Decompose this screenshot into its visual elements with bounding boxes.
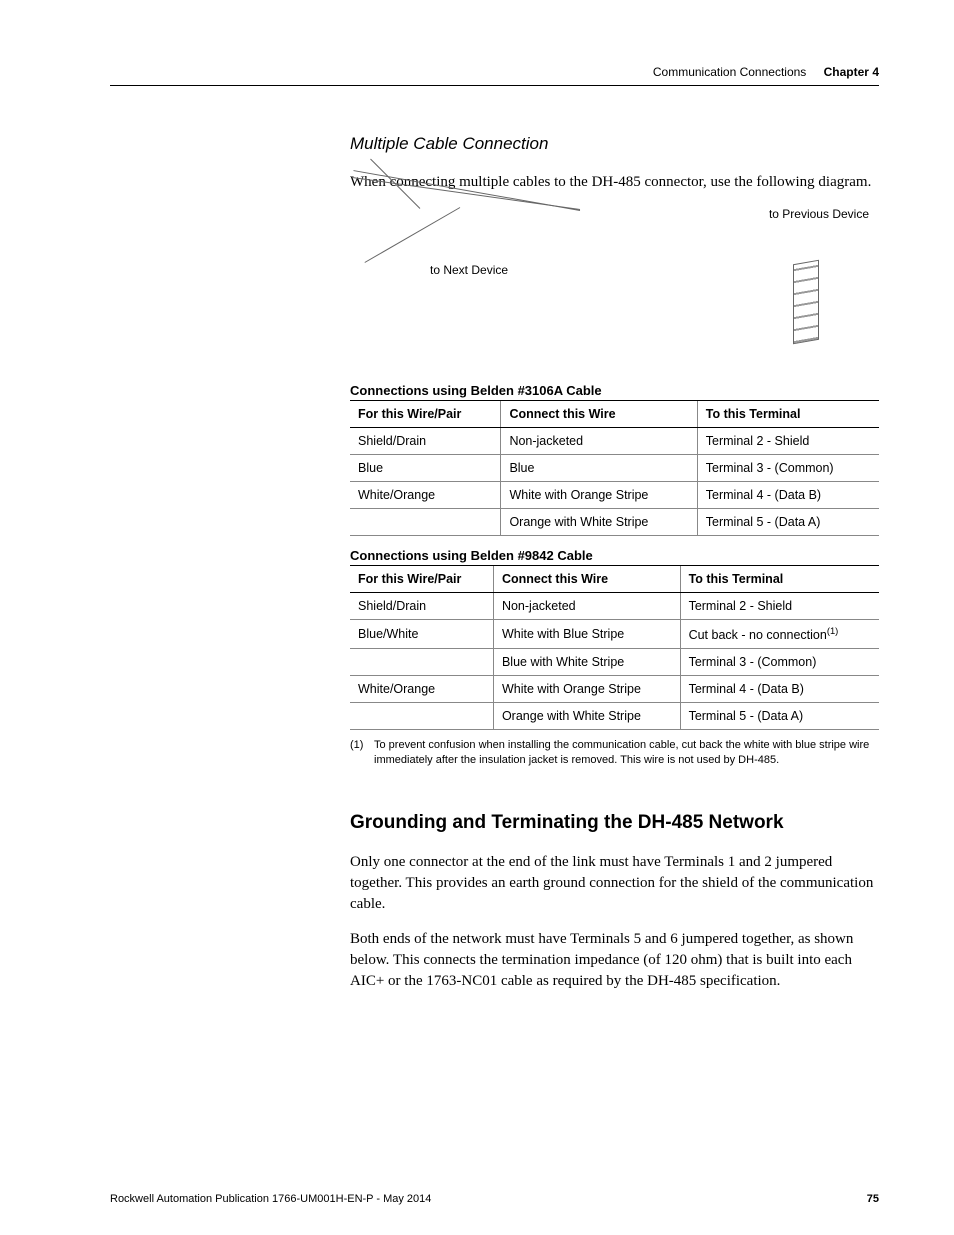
table-cell: Blue/White	[350, 620, 493, 649]
table-cell: Terminal 3 - (Common)	[697, 455, 879, 482]
table-row: Orange with White StripeTerminal 5 - (Da…	[350, 703, 879, 730]
footnote-marker: (1)	[350, 738, 374, 768]
table-cell: Shield/Drain	[350, 593, 493, 620]
table-cell: Cut back - no connection(1)	[680, 620, 879, 649]
table-cell	[350, 649, 493, 676]
table-cell: White/Orange	[350, 676, 493, 703]
subheading-multiple-cable: Multiple Cable Connection	[350, 134, 879, 154]
section-heading-grounding: Grounding and Terminating the DH-485 Net…	[350, 812, 879, 834]
table-cell: White with Orange Stripe	[501, 482, 697, 509]
section-para2: Both ends of the network must have Termi…	[350, 929, 879, 992]
table-row: Shield/DrainNon-jacketedTerminal 2 - Shi…	[350, 428, 879, 455]
table-cell: Terminal 5 - (Data A)	[697, 509, 879, 536]
section-para1: Only one connector at the end of the lin…	[350, 852, 879, 915]
page-footer: Rockwell Automation Publication 1766-UM0…	[110, 1193, 879, 1205]
table-row: BlueBlueTerminal 3 - (Common)	[350, 455, 879, 482]
table-cell: Terminal 4 - (Data B)	[680, 676, 879, 703]
table-cell: Non-jacketed	[501, 428, 697, 455]
table1-header: To this Terminal	[697, 401, 879, 428]
table-cell: Terminal 5 - (Data A)	[680, 703, 879, 730]
diagram-label-prev: to Previous Device	[769, 207, 869, 221]
header-chapter-label: Chapter 4	[824, 65, 879, 79]
table2-header: Connect this Wire	[493, 566, 680, 593]
diagram-label-next: to Next Device	[430, 263, 508, 277]
table-cell: Orange with White Stripe	[501, 509, 697, 536]
table-cell: Blue	[501, 455, 697, 482]
table-row: Shield/DrainNon-jacketedTerminal 2 - Shi…	[350, 593, 879, 620]
table-row: Blue/WhiteWhite with Blue StripeCut back…	[350, 620, 879, 649]
table-cell: Orange with White Stripe	[493, 703, 680, 730]
connector-icon	[793, 260, 819, 345]
table-cell: White with Orange Stripe	[493, 676, 680, 703]
table2-footnote: (1) To prevent confusion when installing…	[350, 738, 879, 768]
table1-header: For this Wire/Pair	[350, 401, 501, 428]
table-row: Blue with White StripeTerminal 3 - (Comm…	[350, 649, 879, 676]
table-cell: White/Orange	[350, 482, 501, 509]
cable-diagram: to Previous Device to Next Device	[350, 207, 879, 367]
table2-title: Connections using Belden #9842 Cable	[350, 548, 879, 563]
table-belden-9842: For this Wire/Pair Connect this Wire To …	[350, 565, 879, 730]
table-row: Orange with White StripeTerminal 5 - (Da…	[350, 509, 879, 536]
table-cell: Shield/Drain	[350, 428, 501, 455]
cable-line	[364, 207, 460, 263]
footnote-text: To prevent confusion when installing the…	[374, 738, 879, 768]
table-cell: Terminal 3 - (Common)	[680, 649, 879, 676]
footer-page-number: 75	[867, 1193, 879, 1205]
table-cell: Terminal 4 - (Data B)	[697, 482, 879, 509]
table-cell	[350, 509, 501, 536]
table1-title: Connections using Belden #3106A Cable	[350, 383, 879, 398]
table-belden-3106a: For this Wire/Pair Connect this Wire To …	[350, 400, 879, 536]
table-row: White/OrangeWhite with Orange StripeTerm…	[350, 482, 879, 509]
header-rule	[110, 85, 879, 86]
table-cell: Terminal 2 - Shield	[697, 428, 879, 455]
table2-header: To this Terminal	[680, 566, 879, 593]
table-cell: Terminal 2 - Shield	[680, 593, 879, 620]
footnote-ref: (1)	[827, 626, 838, 636]
table-cell: White with Blue Stripe	[493, 620, 680, 649]
footer-publication: Rockwell Automation Publication 1766-UM0…	[110, 1193, 431, 1205]
table1-header: Connect this Wire	[501, 401, 697, 428]
table-cell: Non-jacketed	[493, 593, 680, 620]
header-section-title: Communication Connections	[653, 65, 806, 79]
table-cell: Blue	[350, 455, 501, 482]
running-header: Communication Connections Chapter 4	[350, 65, 879, 79]
table2-header: For this Wire/Pair	[350, 566, 493, 593]
table-row: White/OrangeWhite with Orange StripeTerm…	[350, 676, 879, 703]
table-cell	[350, 703, 493, 730]
table-cell: Blue with White Stripe	[493, 649, 680, 676]
